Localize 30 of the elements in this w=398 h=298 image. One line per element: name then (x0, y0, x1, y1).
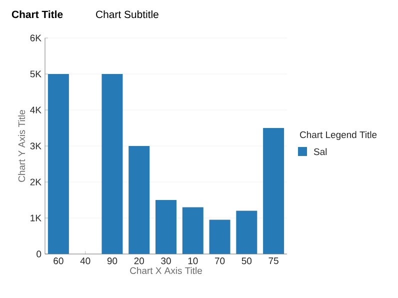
y-tick-label: 0 (36, 250, 42, 258)
x-tick-label: 90 (107, 258, 118, 264)
chart-title: Chart Title (12, 10, 63, 18)
bar (155, 200, 176, 254)
chart-subtitle: Chart Subtitle (96, 10, 158, 18)
y-tick-label: 5K (30, 70, 42, 78)
x-tick-label: 20 (134, 258, 144, 264)
bar (48, 74, 69, 254)
x-tick-label: 70 (214, 258, 225, 264)
y-tick-label: 3K (30, 142, 42, 150)
x-axis-title: Chart X Axis Title (130, 267, 202, 274)
bar (102, 74, 123, 254)
bar (128, 146, 150, 254)
x-tick-label: 50 (242, 258, 252, 264)
y-tick-label: 1K (30, 214, 42, 222)
bar (263, 128, 284, 254)
legend-title: Chart Legend Title (300, 131, 377, 140)
bar (209, 220, 230, 254)
x-tick-label: 40 (80, 258, 90, 264)
y-tick-label: 2K (30, 178, 42, 186)
bar (182, 207, 204, 254)
x-tick-label: 30 (161, 258, 171, 264)
y-tick-label: 6K (30, 34, 42, 42)
y-tick-label: 4K (30, 106, 42, 114)
y-axis-title: Chart Y Axis Title (18, 110, 26, 182)
bar (236, 210, 258, 254)
x-tick-label: 60 (54, 258, 64, 264)
x-tick-label: 75 (268, 258, 278, 264)
legend-label: Sal (314, 148, 327, 156)
x-tick-label: 10 (188, 258, 198, 264)
